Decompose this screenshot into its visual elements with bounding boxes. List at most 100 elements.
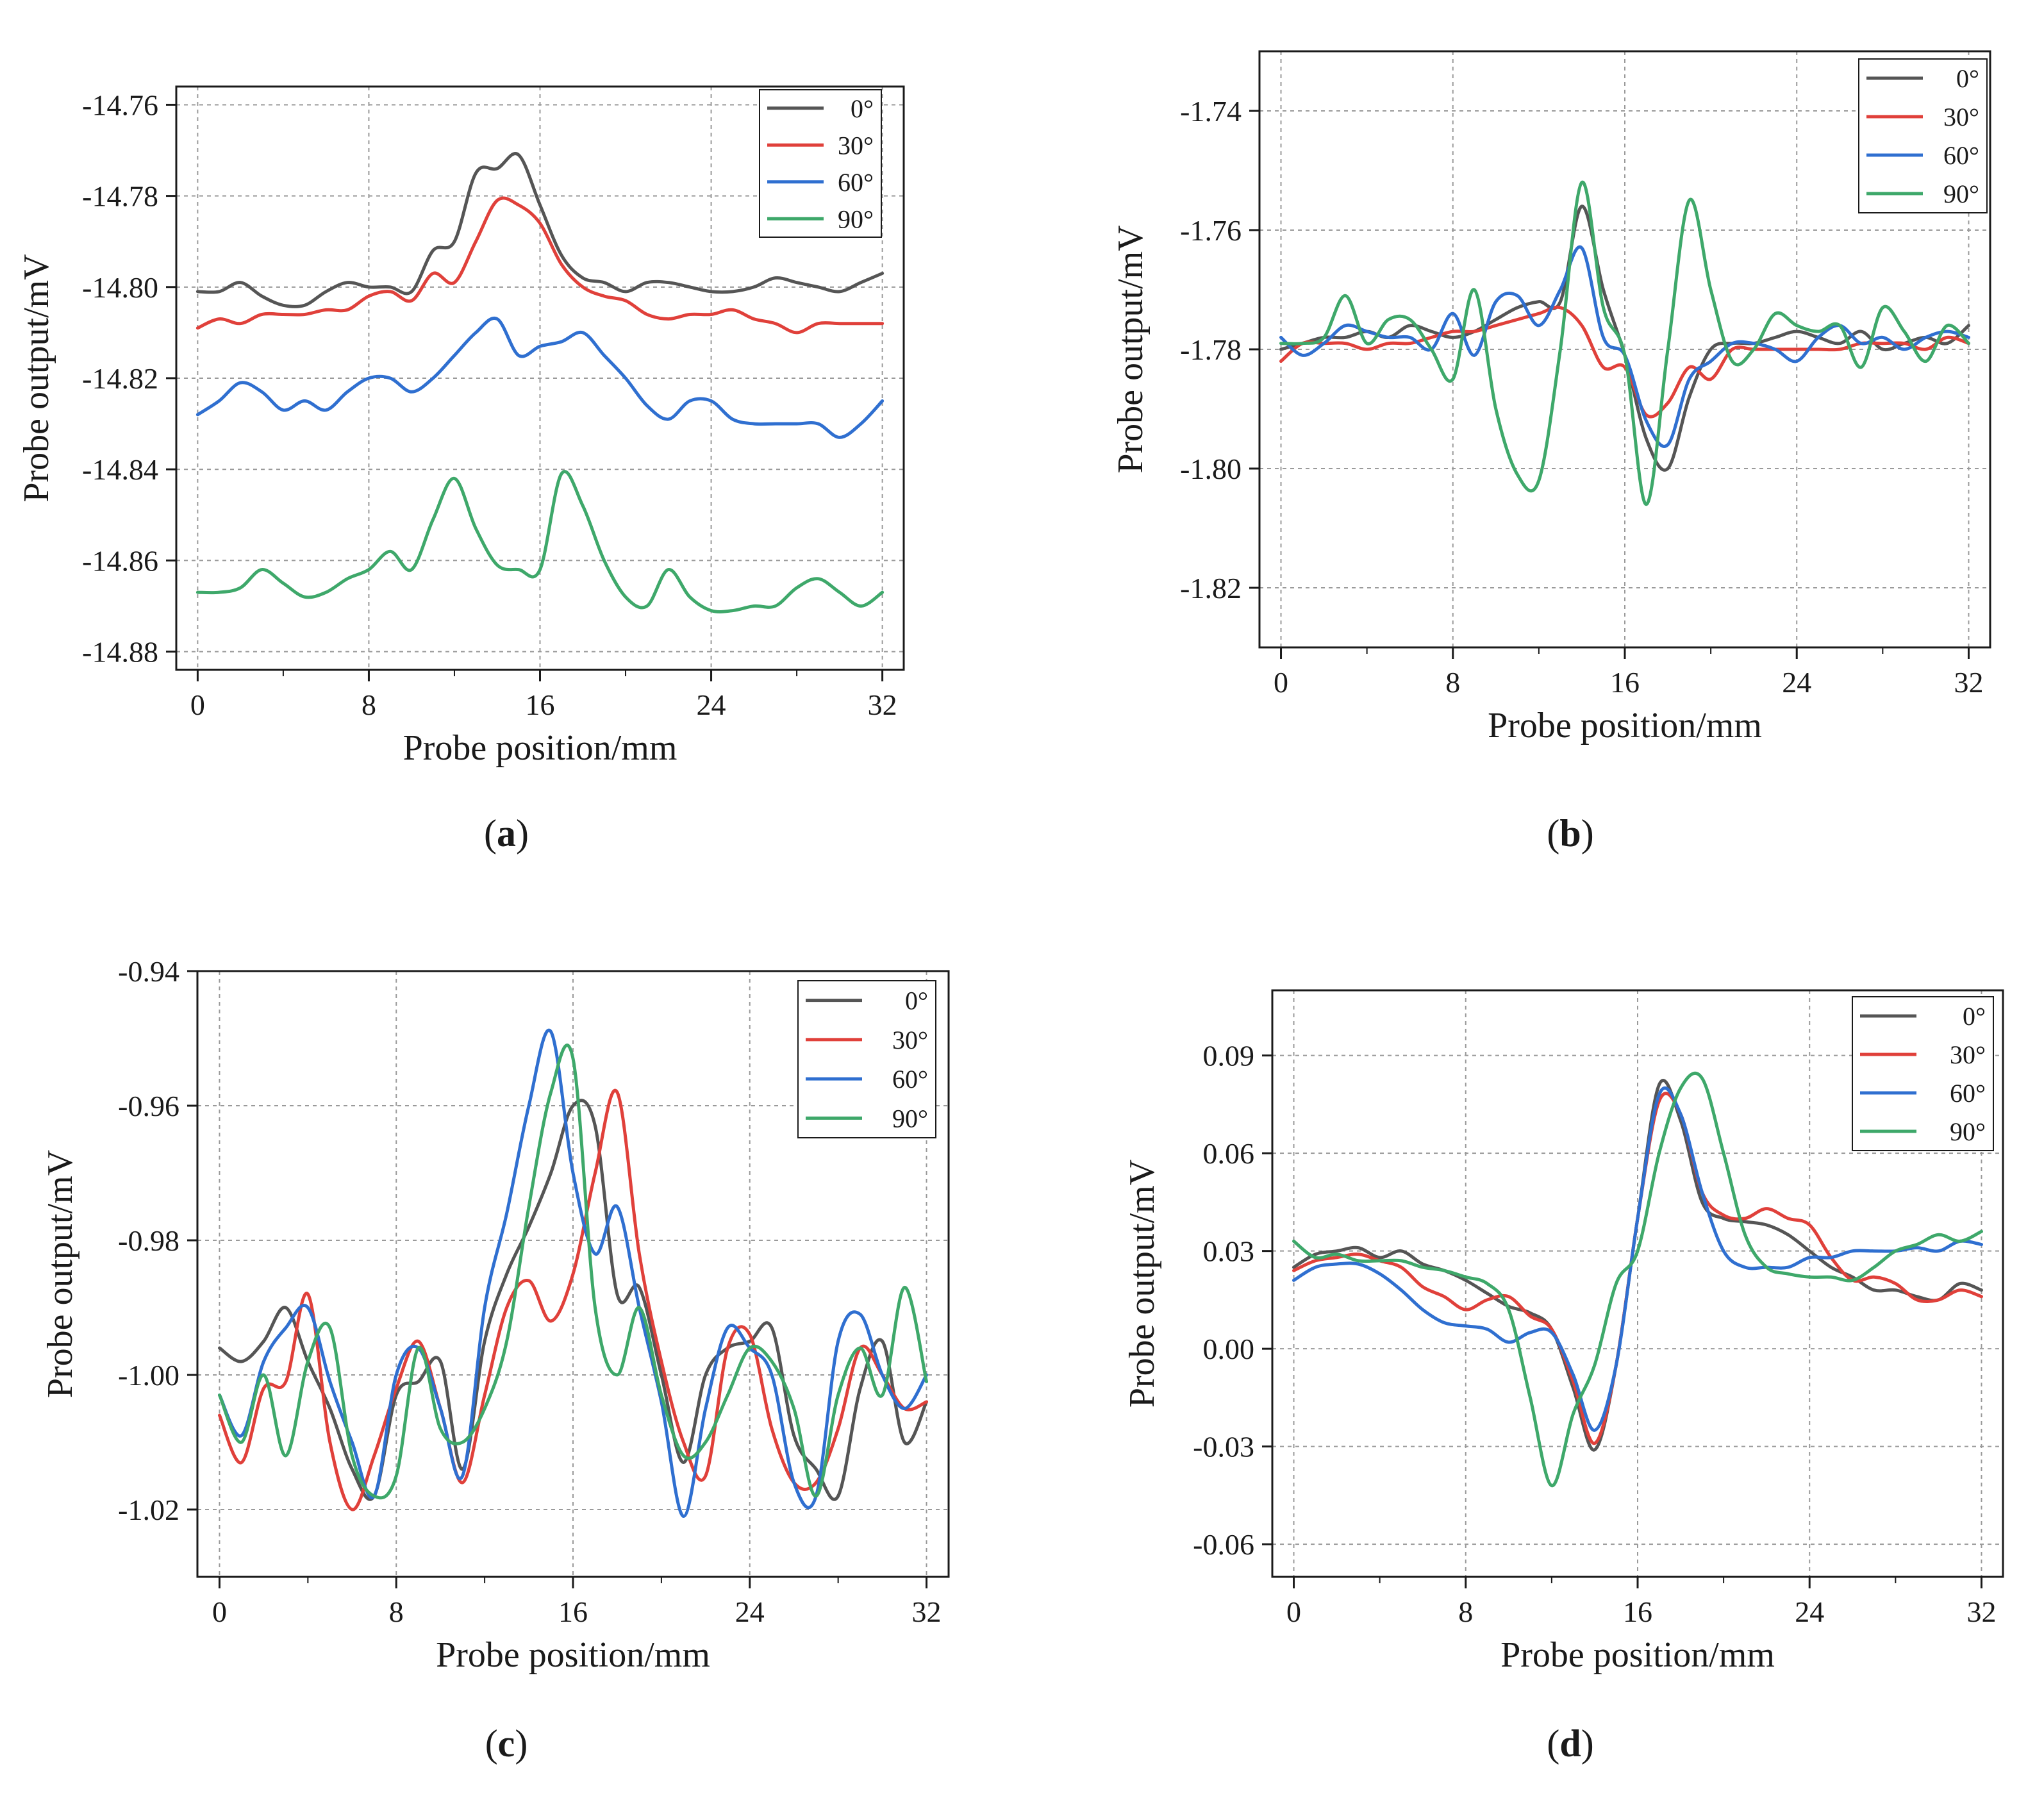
chart-panel-c: 0 8 16 24 32 -0.94 -0.96 -0.98 -1.00 -1.02 Probe p… — [40, 955, 950, 1765]
series-line-30deg — [1279, 305, 1970, 419]
panel-caption-letter: c — [498, 1722, 515, 1765]
x-axis-title: Probe position/mm — [1500, 1635, 1775, 1675]
series-line-30deg — [218, 1088, 928, 1511]
chart-panel-d: 0 8 16 24 32 0.09 0.06 0.03 0.00 -0.03 -0.06 Probe … — [1122, 989, 2004, 1765]
y-tick-label: -1.00 — [118, 1359, 179, 1392]
legend: 0° 30° 60° 90° — [797, 980, 936, 1138]
legend-box — [1858, 58, 1988, 213]
legend-label: 90° — [892, 1104, 928, 1133]
legend-box — [797, 980, 936, 1138]
series-line-30deg — [195, 196, 885, 335]
legend: 0° 30° 60° 90° — [1858, 58, 1988, 213]
x-tick-label: 0 — [1286, 1595, 1301, 1628]
y-tick-label: 0.03 — [1203, 1235, 1255, 1268]
x-axis-title: Probe position/mm — [403, 728, 677, 768]
legend-label: 60° — [892, 1065, 928, 1094]
y-axis-title: Probe output/mV — [1122, 1160, 1162, 1408]
y-tick-label: -14.76 — [82, 88, 158, 121]
y-tick-label: 0.00 — [1203, 1333, 1255, 1365]
y-tick-label: -14.86 — [82, 544, 158, 577]
y-tick-label: -14.80 — [82, 271, 158, 304]
series-line-90deg — [218, 1044, 928, 1500]
y-axis-title: Probe output/mV — [1111, 225, 1151, 473]
y-tick-label: -14.84 — [82, 453, 158, 486]
legend-label: 90° — [1943, 179, 1979, 208]
panel-caption-letter: d — [1559, 1722, 1581, 1765]
panel-caption-letter: b — [1559, 812, 1581, 854]
x-tick-label: 8 — [1458, 1595, 1473, 1628]
panel-caption: (b) — [1547, 812, 1593, 854]
y-tick-label: -1.74 — [1180, 95, 1242, 128]
legend: 0° 30° 60° 90° — [1852, 996, 1994, 1151]
y-tick-label: -1.82 — [1180, 572, 1242, 604]
x-tick-label: 32 — [868, 688, 897, 721]
x-tick-label: 32 — [1966, 1595, 1996, 1628]
panel-caption: (a) — [484, 812, 529, 854]
series-line-60deg — [195, 316, 885, 439]
y-tick-label: -0.06 — [1193, 1528, 1254, 1561]
chart-panel-a: 0 8 16 24 32 -14.76 -14.78 -14.80 -14.82 -14.84 -1… — [17, 85, 905, 854]
x-tick-label: 0 — [1274, 666, 1288, 699]
x-tick-label: 24 — [1782, 666, 1811, 699]
x-tick-label: 24 — [1795, 1595, 1824, 1628]
legend-label: 0° — [851, 94, 874, 123]
x-tick-label: 16 — [1623, 1595, 1652, 1628]
x-tick-label: 8 — [389, 1595, 404, 1628]
legend-label: 60° — [1950, 1079, 1986, 1108]
series-line-60deg — [1279, 245, 1970, 448]
y-axis-title: Probe output/mV — [40, 1150, 80, 1398]
legend: 0° 30° 60° 90° — [759, 89, 882, 238]
legend-label: 0° — [905, 986, 928, 1015]
legend-label: 30° — [892, 1026, 928, 1054]
legend-label: 60° — [1943, 141, 1979, 170]
y-tick-label: -1.02 — [118, 1494, 179, 1526]
x-tick-label: 8 — [361, 688, 376, 721]
y-tick-label: 0.09 — [1203, 1040, 1255, 1072]
series-line-90deg — [195, 470, 885, 613]
series-line-0deg — [218, 1099, 928, 1501]
y-tick-label: -14.88 — [82, 636, 158, 669]
series-line-90deg — [1292, 1071, 1983, 1488]
legend-label: 60° — [838, 168, 874, 197]
x-tick-label: 16 — [1610, 666, 1640, 699]
x-tick-label: 32 — [1954, 666, 1983, 699]
y-tick-label: -0.03 — [1193, 1431, 1254, 1463]
y-tick-label: 0.06 — [1203, 1137, 1255, 1170]
y-tick-label: -14.82 — [82, 362, 158, 395]
legend-label: 0° — [1963, 1002, 1986, 1031]
series-line-60deg — [218, 1028, 928, 1519]
panel-caption: (c) — [485, 1722, 528, 1765]
y-tick-label: -0.94 — [118, 955, 179, 988]
x-tick-label: 16 — [526, 688, 555, 721]
x-tick-label: 16 — [558, 1595, 588, 1628]
y-tick-label: -1.76 — [1180, 214, 1242, 247]
legend-label: 0° — [1956, 64, 1979, 93]
y-tick-label: -0.98 — [118, 1224, 179, 1257]
x-axis-title: Probe position/mm — [436, 1635, 710, 1675]
series-line-60deg — [1292, 1086, 1983, 1432]
x-tick-label: 0 — [190, 688, 205, 721]
legend-label: 90° — [838, 204, 874, 233]
x-tick-label: 24 — [735, 1595, 765, 1628]
x-tick-label: 0 — [212, 1595, 227, 1628]
chart-panel-b: 0 8 16 24 32 -1.74 -1.76 -1.78 -1.80 -1.82 Probe p… — [1111, 50, 1991, 854]
x-tick-label: 8 — [1445, 666, 1460, 699]
legend-box — [1852, 996, 1994, 1151]
y-tick-label: -1.80 — [1180, 453, 1242, 485]
x-tick-label: 24 — [697, 688, 726, 721]
y-axis-title: Probe output/mV — [17, 254, 56, 502]
legend-label: 90° — [1950, 1117, 1986, 1146]
y-tick-label: -1.78 — [1180, 333, 1242, 366]
legend-box — [759, 89, 882, 238]
x-tick-label: 32 — [912, 1595, 942, 1628]
y-tick-label: -0.96 — [118, 1090, 179, 1122]
y-tick-label: -14.78 — [82, 180, 158, 213]
x-axis-title: Probe position/mm — [1488, 706, 1762, 745]
legend-label: 30° — [1943, 103, 1979, 131]
legend-label: 30° — [838, 131, 874, 160]
legend-label: 30° — [1950, 1040, 1986, 1069]
series-line-90deg — [1279, 181, 1970, 506]
panel-caption: (d) — [1547, 1722, 1593, 1765]
series-line-0deg — [195, 152, 885, 308]
